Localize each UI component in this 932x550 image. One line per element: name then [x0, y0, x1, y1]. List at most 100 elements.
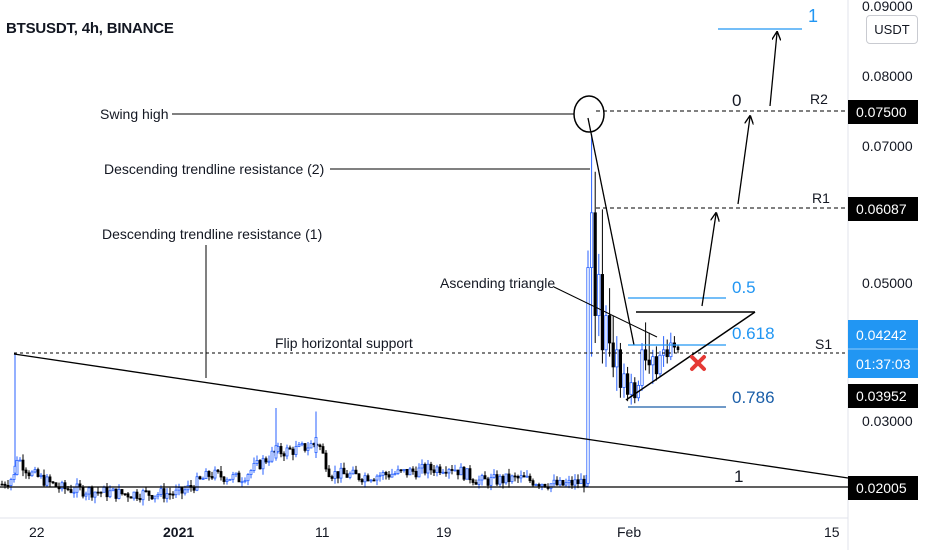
- candle-body: [87, 487, 91, 495]
- candle-body: [333, 471, 337, 479]
- label-swing-high: Swing high: [100, 106, 169, 122]
- candle-body: [297, 444, 301, 447]
- candle-body: [105, 486, 109, 498]
- y-tick-0.09: 0.09000: [862, 0, 913, 14]
- candle-body: [618, 349, 623, 388]
- candle-body: [314, 437, 318, 453]
- candle-body: [13, 465, 17, 474]
- candle-body: [495, 474, 499, 485]
- candle-body: [84, 493, 88, 497]
- price-tag-support: 0.02005: [848, 476, 918, 500]
- candle-body: [396, 469, 400, 474]
- candle-body: [228, 478, 232, 481]
- candle-body: [156, 493, 160, 497]
- trendline-resistance-2[interactable]: [587, 117, 635, 346]
- candle-body: [534, 484, 538, 486]
- candle-body: [456, 469, 460, 476]
- candle-body: [501, 475, 505, 484]
- candle-body: [21, 459, 25, 471]
- candle-body: [611, 342, 615, 368]
- candle-body: [498, 475, 502, 485]
- candle-body: [54, 482, 58, 488]
- candle-body: [33, 469, 37, 473]
- currency-button[interactable]: USDT: [866, 15, 918, 44]
- candle-body: [330, 476, 334, 479]
- candle-body: [522, 475, 526, 478]
- candle-body: [408, 468, 412, 476]
- candle-body: [432, 469, 436, 473]
- candle-body: [462, 466, 466, 480]
- candle-body: [198, 476, 202, 480]
- candle-body: [147, 490, 151, 496]
- candle-body: [174, 489, 178, 496]
- candle-body: [222, 476, 226, 482]
- candle-body: [274, 445, 278, 459]
- candle-body: [306, 447, 310, 451]
- arrow-to-fib-1[interactable]: [769, 33, 777, 107]
- candle-body: [669, 342, 673, 358]
- candle-body: [72, 491, 76, 494]
- candle-body: [453, 469, 457, 472]
- label-r2: R2: [810, 91, 828, 107]
- candle-body: [90, 487, 94, 498]
- candle-body: [525, 475, 529, 478]
- candle-body: [558, 479, 562, 486]
- candle-body: [417, 467, 421, 478]
- candle-body: [279, 446, 283, 455]
- candle-body: [240, 481, 244, 484]
- candle-body: [246, 474, 250, 482]
- candle-body: [626, 373, 630, 395]
- candle-body: [399, 469, 403, 472]
- candle-body: [216, 469, 220, 472]
- candle-body: [423, 463, 427, 474]
- candle-body: [360, 479, 364, 483]
- arrow-to-r2[interactable]: [737, 117, 750, 205]
- svg-text:0.04242: 0.04242: [856, 327, 907, 343]
- candle-body: [183, 489, 187, 494]
- candle-body: [528, 475, 532, 482]
- candle-body: [48, 476, 52, 483]
- candle-body: [622, 373, 626, 388]
- candle-body: [369, 479, 373, 482]
- candle-body: [165, 493, 169, 499]
- chart-title: BTSUSDT, 4h, BINANCE: [6, 20, 174, 37]
- y-tick-0.05: 0.05000: [862, 275, 913, 291]
- candle-body: [6, 485, 10, 487]
- y-tick-0.07: 0.07000: [862, 138, 913, 154]
- candle-body: [261, 458, 265, 470]
- candle-body: [195, 476, 199, 491]
- candle-body: [405, 468, 409, 476]
- trendline-resistance-1[interactable]: [13, 353, 849, 479]
- candle-body: [18, 459, 22, 462]
- candle-body: [258, 460, 262, 470]
- candle-body: [324, 452, 328, 470]
- candle-body: [390, 473, 394, 478]
- candle-body: [429, 463, 433, 471]
- candle-body: [507, 473, 511, 483]
- candle-body: [288, 447, 292, 450]
- candle-body: [192, 486, 196, 491]
- arrow-to-r1[interactable]: [701, 214, 716, 307]
- candle-body: [402, 468, 406, 471]
- candle-body: [24, 469, 28, 474]
- candle-body: [135, 491, 139, 499]
- label-r1: R1: [812, 190, 830, 206]
- invalidation-cross-icon: [690, 355, 706, 371]
- candle-body: [582, 478, 586, 487]
- candle-body: [231, 474, 235, 480]
- candle-body: [489, 476, 493, 486]
- candle-body: [366, 475, 370, 482]
- svg-text:01:37:03: 01:37:03: [856, 356, 911, 372]
- candle-body: [579, 478, 583, 485]
- fib-label-1-top: 1: [808, 6, 818, 26]
- swing-high-circle[interactable]: [573, 95, 605, 133]
- candle-body: [243, 480, 247, 483]
- candle-body: [321, 446, 325, 454]
- candle-body: [644, 349, 648, 361]
- candle-body: [336, 471, 340, 479]
- x-tick-2021: 2021: [163, 524, 194, 540]
- candle-body: [474, 482, 478, 485]
- candle-body: [114, 488, 118, 499]
- candle-body: [633, 382, 637, 399]
